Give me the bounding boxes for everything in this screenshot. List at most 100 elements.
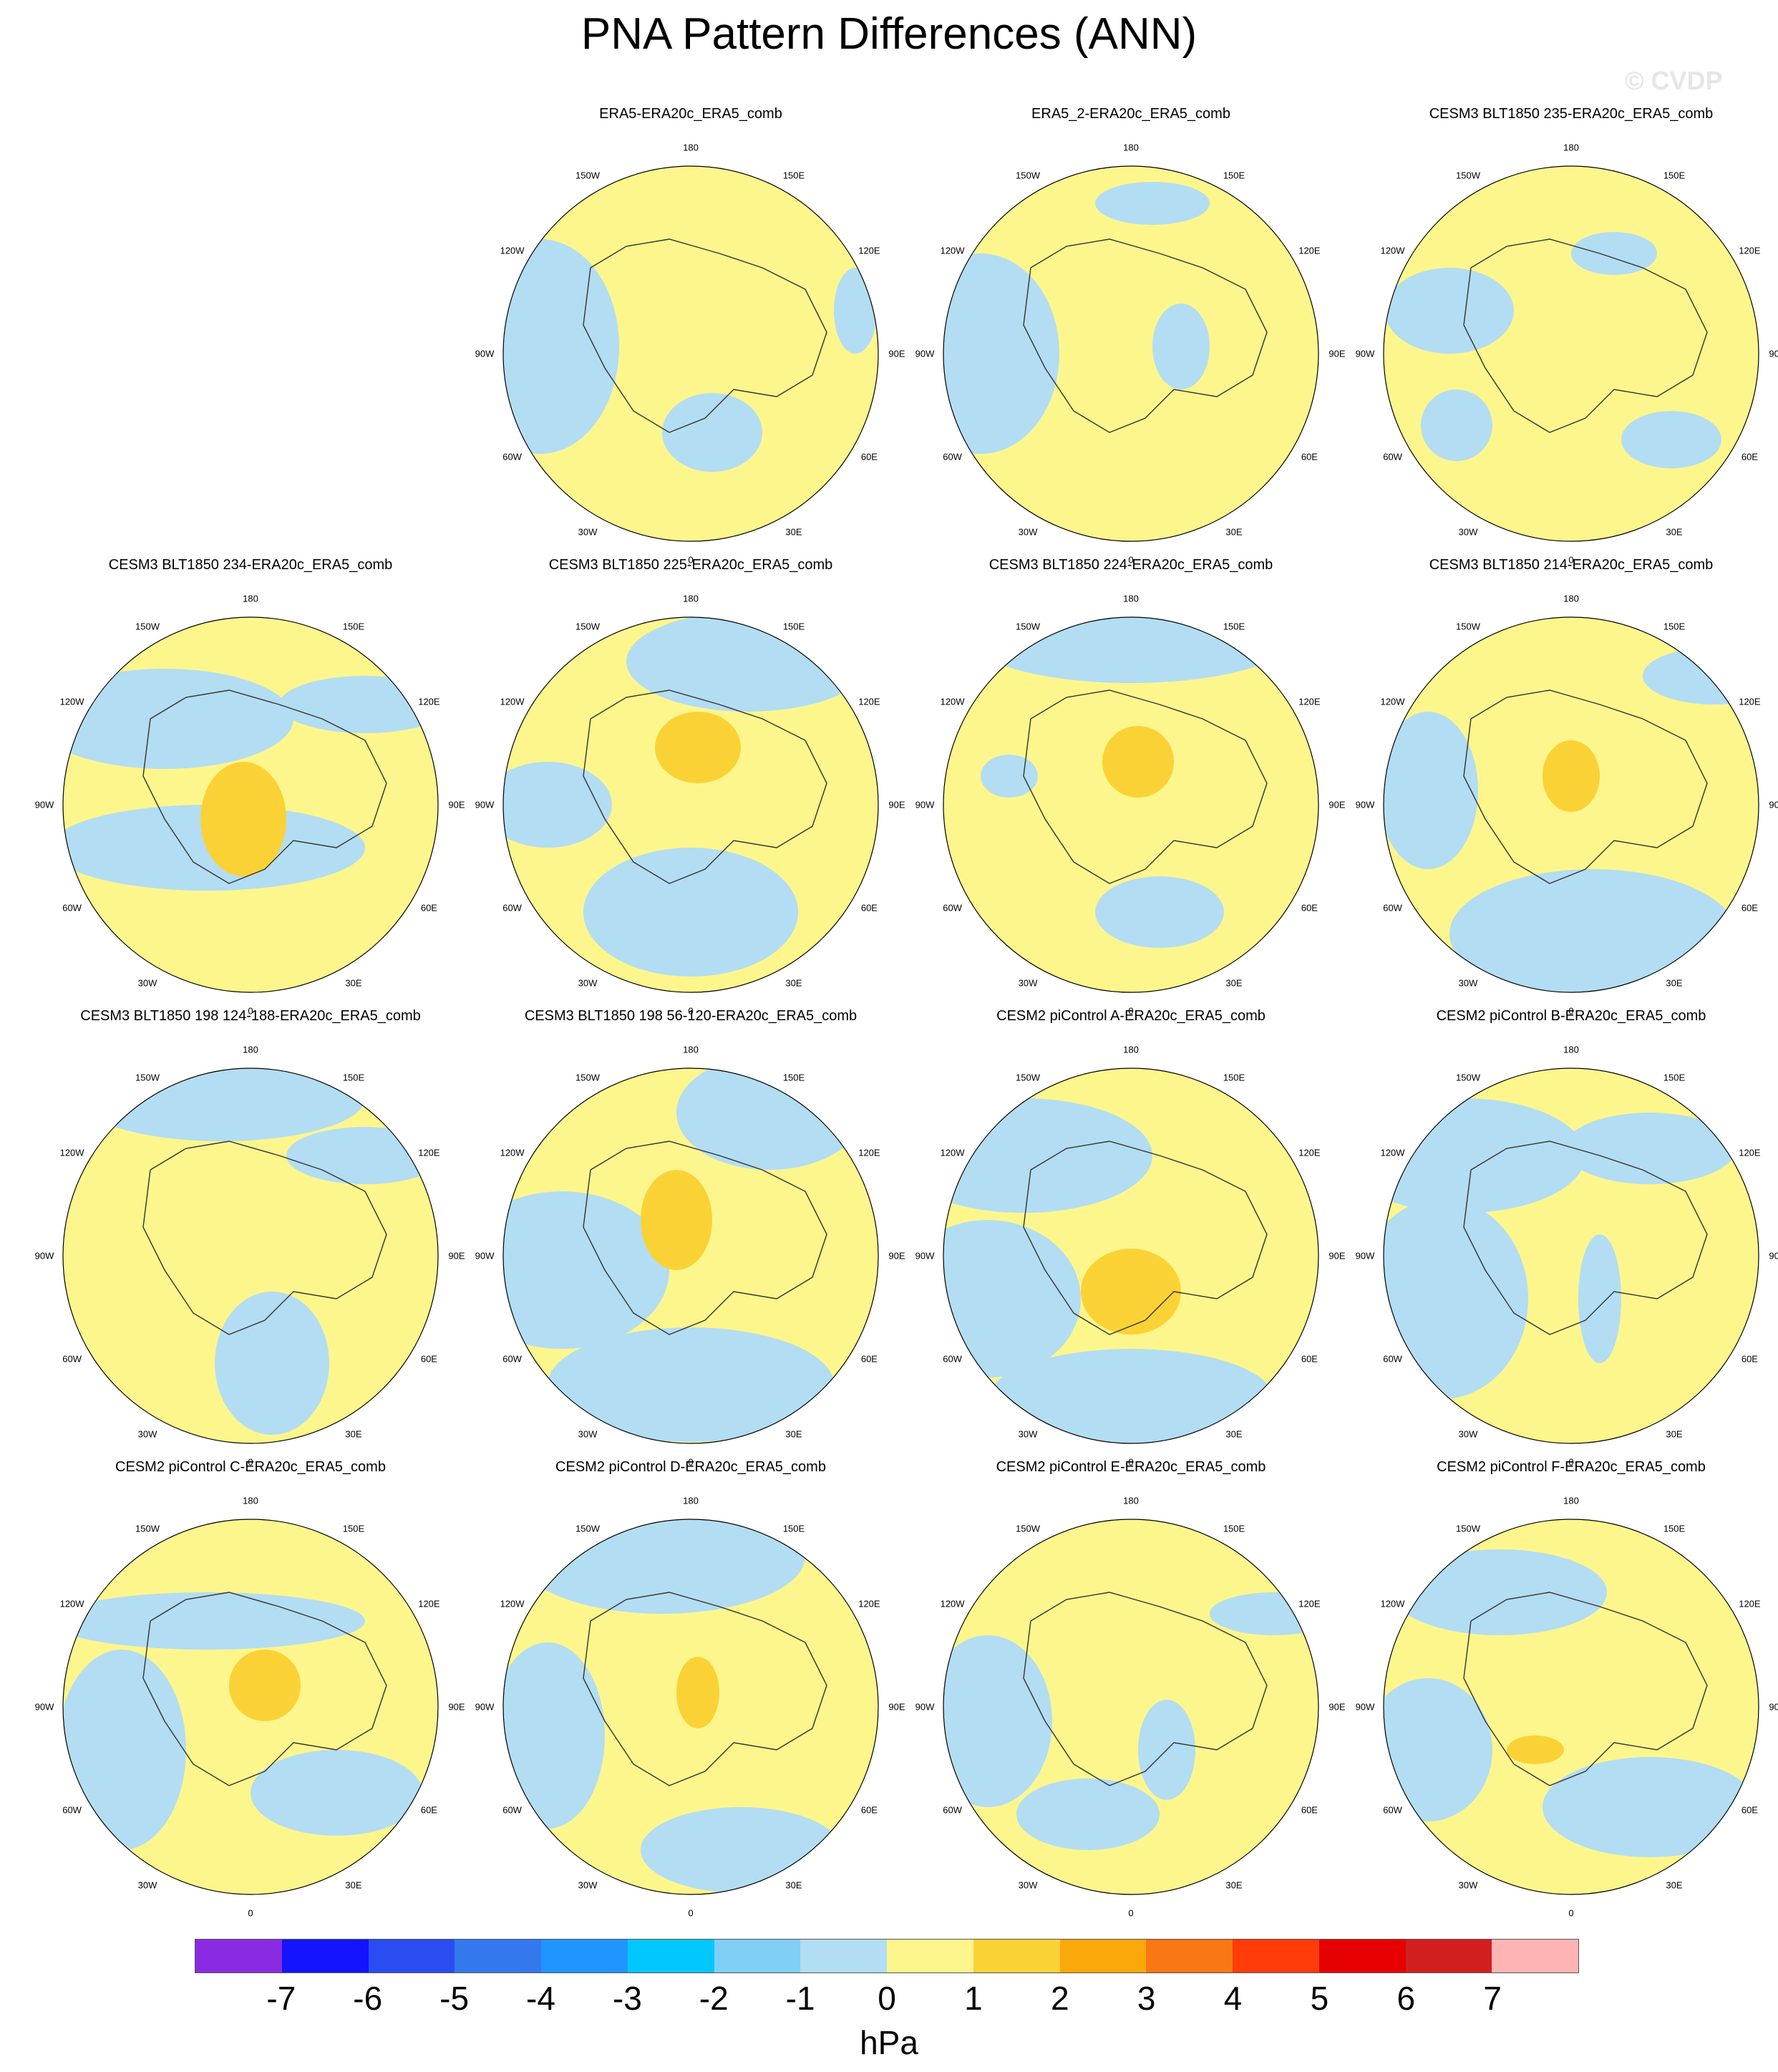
longitude-label: 150E (343, 621, 364, 631)
longitude-label: 30E (345, 1429, 361, 1440)
negative-anomaly-region (519, 1499, 805, 1614)
map-panel: CESM3 BLT1850 198 56-120-ERA20c_ERA5_com… (469, 1008, 913, 1459)
longitude-label: 120E (1739, 246, 1760, 256)
colorbar-tick-label: -5 (439, 1979, 469, 2018)
longitude-label: 30W (138, 1880, 157, 1891)
longitude-label: 60E (1301, 1805, 1318, 1816)
longitude-label: 30E (1225, 1880, 1242, 1891)
longitude-label: 180 (683, 142, 699, 153)
negative-anomaly-region (1421, 389, 1492, 461)
negative-anomaly-region (583, 848, 798, 977)
polar-map (469, 126, 913, 556)
negative-anomaly-region (1392, 1549, 1607, 1635)
longitude-label: 90E (1328, 1251, 1345, 1262)
colorbar-swatch (1146, 1940, 1233, 1972)
longitude-label: 90W (35, 1251, 54, 1262)
longitude-label: 30E (1666, 978, 1682, 989)
longitude-label: 120E (858, 1599, 880, 1609)
colorbar-swatch (1492, 1940, 1578, 1972)
longitude-label: 30E (785, 1880, 802, 1891)
negative-anomaly-region (1621, 411, 1721, 468)
polar-map (909, 1479, 1353, 1909)
longitude-label: 120W (1381, 1599, 1405, 1609)
longitude-label: 120E (418, 697, 439, 707)
longitude-label: 150W (135, 1072, 160, 1083)
positive-anomaly-region (676, 1657, 719, 1728)
longitude-label: 60W (502, 1805, 522, 1816)
panel-title: ERA5-ERA20c_ERA5_comb (469, 106, 913, 122)
longitude-label: 120E (418, 1148, 439, 1158)
longitude-label: 180 (1123, 142, 1139, 153)
negative-anomaly-region (1449, 869, 1736, 998)
polar-map (1349, 1479, 1778, 1909)
colorbar-tick-label: -4 (526, 1979, 555, 2018)
longitude-label: 30E (1225, 527, 1242, 538)
longitude-label: 120W (1381, 697, 1405, 707)
longitude-label: 150E (783, 170, 805, 180)
longitude-label: 60E (1741, 903, 1758, 914)
negative-anomaly-region (251, 1750, 422, 1836)
polar-map (29, 1028, 472, 1458)
longitude-label: 120W (941, 1148, 965, 1158)
longitude-label: 150E (1663, 170, 1685, 180)
polar-map (469, 1479, 913, 1909)
longitude-label: 0 (1568, 1908, 1573, 1919)
negative-anomaly-region (676, 1055, 863, 1170)
longitude-label: 90W (915, 349, 935, 359)
longitude-label: 120E (1298, 246, 1320, 256)
longitude-label: 30E (785, 978, 802, 989)
negative-anomaly-region (1578, 1234, 1621, 1363)
longitude-label: 60W (943, 1354, 962, 1365)
panel-title: CESM3 BLT1850 224-ERA20c_ERA5_comb (909, 557, 1353, 573)
longitude-label: 0 (688, 1908, 693, 1919)
colorbar-tick-label: -2 (699, 1979, 729, 2018)
longitude-label: 90W (1356, 349, 1375, 359)
longitude-label: 180 (1123, 1496, 1139, 1506)
colorbar-swatch (800, 1940, 887, 1972)
longitude-label: 90E (1328, 1702, 1345, 1713)
negative-anomaly-region (1152, 304, 1210, 389)
longitude-label: 30E (785, 527, 802, 538)
map-panel: CESM2 piControl E-ERA20c_ERA5_comb 180 150… (909, 1459, 1353, 1910)
longitude-label: 60W (943, 452, 962, 463)
longitude-label: 30E (785, 1429, 802, 1440)
negative-anomaly-region (981, 755, 1038, 798)
negative-anomaly-region (1385, 268, 1514, 354)
polar-map (469, 577, 913, 1007)
colorbar-swatch (195, 1940, 282, 1972)
colorbar-swatch (455, 1940, 541, 1972)
longitude-label: 30W (1019, 1429, 1038, 1440)
longitude-label: 150E (1223, 1072, 1245, 1083)
longitude-label: 180 (1123, 1045, 1139, 1055)
colorbar-tick-label: -6 (353, 1979, 382, 2018)
longitude-label: 150E (1663, 621, 1685, 631)
longitude-label: 120E (858, 246, 880, 256)
negative-anomaly-region (50, 1592, 365, 1650)
colorbar-swatch (541, 1940, 628, 1972)
longitude-label: 60E (1741, 1805, 1758, 1816)
longitude-label: 60E (1301, 1354, 1318, 1365)
longitude-label: 30W (1019, 527, 1038, 538)
polar-map (909, 126, 1353, 556)
longitude-label: 150E (783, 621, 805, 631)
colorbar-tick-label: 4 (1224, 1979, 1243, 2018)
longitude-label: 30W (1459, 978, 1478, 989)
watermark: © CVDP (1625, 66, 1723, 96)
longitude-label: 30E (345, 978, 361, 989)
negative-anomaly-region (469, 239, 619, 454)
panel-title: CESM3 BLT1850 198 56-120-ERA20c_ERA5_com… (469, 1008, 913, 1025)
longitude-label: 180 (1563, 142, 1579, 153)
longitude-label: 30W (1019, 1880, 1038, 1891)
map-background (1384, 166, 1759, 541)
panel-title: CESM3 BLT1850 225-ERA20c_ERA5_comb (469, 557, 913, 573)
panel-title: CESM2 piControl F-ERA20c_ERA5_comb (1349, 1459, 1778, 1476)
longitude-label: 120E (418, 1599, 439, 1609)
longitude-label: 150W (1456, 621, 1480, 631)
map-panel: ERA5_2-ERA20c_ERA5_comb 180 150E 120E 90E 60E… (909, 106, 1353, 557)
map-panel: CESM3 BLT1850 235-ERA20c_ERA5_comb 180 150… (1349, 106, 1778, 557)
longitude-label: 90E (1328, 349, 1345, 359)
longitude-label: 120W (941, 1599, 965, 1609)
map-panel: CESM2 piControl C-ERA20c_ERA5_comb 180 150… (29, 1459, 472, 1910)
longitude-label: 120W (60, 1148, 84, 1158)
polar-map (1349, 1028, 1778, 1458)
